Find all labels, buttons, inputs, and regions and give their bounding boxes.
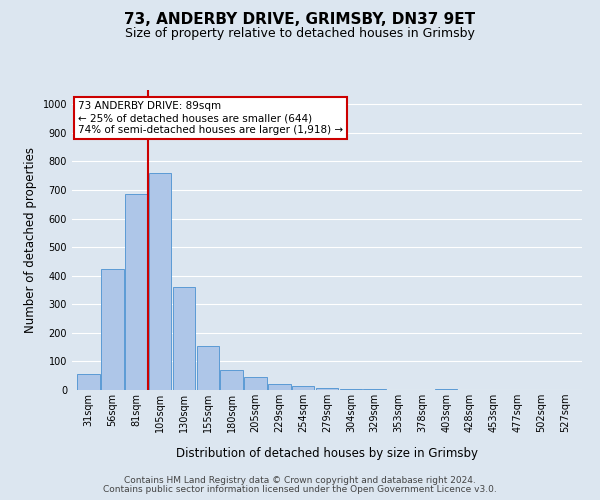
Bar [268,384,290,390]
Text: Contains public sector information licensed under the Open Government Licence v3: Contains public sector information licen… [103,485,497,494]
Bar [340,389,362,390]
Bar [101,268,124,390]
Text: Distribution of detached houses by size in Grimsby: Distribution of detached houses by size … [176,448,478,460]
Bar [292,386,314,390]
Text: 73, ANDERBY DRIVE, GRIMSBY, DN37 9ET: 73, ANDERBY DRIVE, GRIMSBY, DN37 9ET [124,12,476,28]
Y-axis label: Number of detached properties: Number of detached properties [24,147,37,333]
Bar [197,346,219,390]
Bar [220,370,243,390]
Text: 73 ANDERBY DRIVE: 89sqm
← 25% of detached houses are smaller (644)
74% of semi-d: 73 ANDERBY DRIVE: 89sqm ← 25% of detache… [78,102,343,134]
Bar [125,194,148,390]
Bar [244,377,267,390]
Bar [173,287,196,390]
Bar [77,374,100,390]
Text: Size of property relative to detached houses in Grimsby: Size of property relative to detached ho… [125,28,475,40]
Bar [316,388,338,390]
Bar [149,173,172,390]
Text: Contains HM Land Registry data © Crown copyright and database right 2024.: Contains HM Land Registry data © Crown c… [124,476,476,485]
Bar [435,389,457,390]
